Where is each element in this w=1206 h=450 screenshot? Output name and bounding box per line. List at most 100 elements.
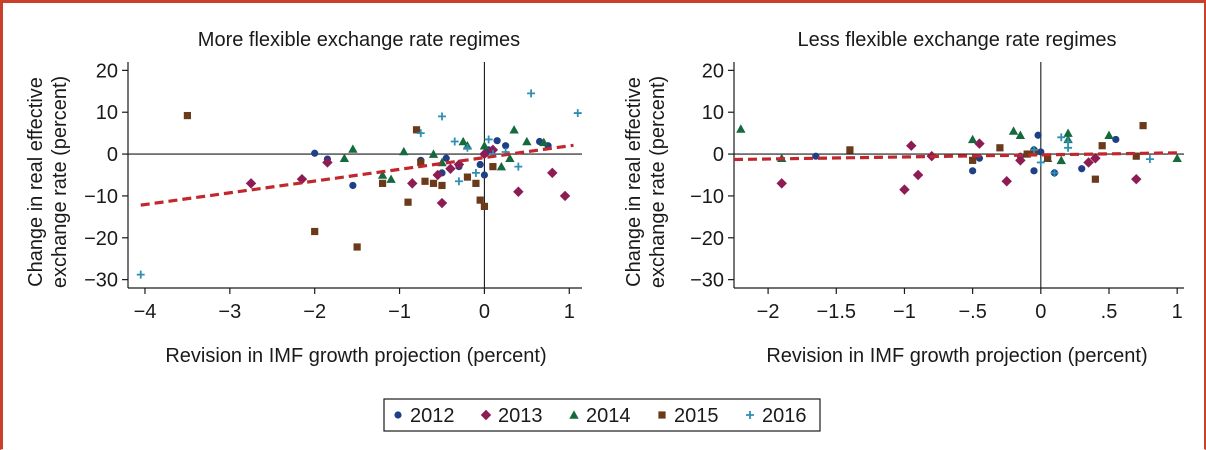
y-tick-label: 10 bbox=[702, 102, 724, 124]
data-point-2013 bbox=[906, 140, 917, 151]
y-tick-label: −30 bbox=[84, 270, 118, 292]
legend-marker-2016 bbox=[746, 411, 754, 419]
data-point-2013 bbox=[453, 159, 465, 170]
data-point-2013 bbox=[436, 197, 448, 209]
legend-marker-2015 bbox=[658, 411, 666, 419]
data-point-2013 bbox=[1001, 176, 1012, 187]
y-axis-label-line1: Change in real effective bbox=[623, 77, 645, 287]
data-point-2016 bbox=[416, 129, 425, 138]
panel-less-flexible: Less flexible exchange rate regimes Chan… bbox=[623, 29, 1184, 367]
chart-title: More flexible exchange rate regimes bbox=[198, 29, 520, 51]
data-point-2012 bbox=[311, 149, 319, 157]
x-tick-label: 0 bbox=[479, 301, 490, 323]
x-tick-label: −2 bbox=[757, 301, 780, 323]
y-tick-label: −10 bbox=[690, 186, 724, 208]
data-point-2015 bbox=[417, 158, 425, 167]
data-point-2013 bbox=[407, 178, 418, 189]
data-point-2015 bbox=[463, 173, 472, 181]
x-tick-label: .5 bbox=[1101, 301, 1118, 323]
data-point-2015 bbox=[476, 196, 484, 204]
data-point-2016 bbox=[454, 177, 463, 186]
data-point-2014 bbox=[522, 136, 532, 146]
legend-label-2013: 2013 bbox=[498, 405, 543, 427]
data-point-2013 bbox=[1015, 155, 1026, 166]
x-tick-label: 1 bbox=[564, 301, 575, 323]
data-point-2016 bbox=[484, 135, 493, 144]
data-point-2012 bbox=[1034, 131, 1042, 139]
data-point-2012 bbox=[349, 181, 357, 190]
data-point-2013 bbox=[1131, 173, 1142, 185]
data-point-2014 bbox=[339, 153, 350, 163]
legend: 2012 2013 2014 2015 2016 bbox=[383, 398, 821, 432]
data-point-2016 bbox=[1030, 145, 1038, 154]
data-point-2016 bbox=[438, 112, 446, 121]
data-point-2012 bbox=[969, 167, 977, 175]
data-point-2013 bbox=[322, 157, 333, 168]
data-point-2015 bbox=[489, 163, 497, 171]
x-tick-label: 0 bbox=[1035, 301, 1046, 323]
data-point-2014 bbox=[1172, 153, 1182, 163]
data-point-2014 bbox=[386, 174, 396, 183]
data-point-2014 bbox=[496, 161, 507, 171]
data-point-2013 bbox=[296, 173, 308, 185]
data-point-2015 bbox=[1098, 142, 1106, 150]
y-tick-label: 0 bbox=[107, 144, 118, 166]
y-tick-label: −10 bbox=[84, 186, 118, 208]
data-point-2016 bbox=[1064, 137, 1073, 146]
data-point-2016 bbox=[136, 270, 145, 279]
data-point-2012 bbox=[442, 154, 450, 162]
x-tick-label: −1 bbox=[893, 301, 916, 323]
data-point-2012 bbox=[476, 160, 484, 169]
data-point-2016 bbox=[573, 109, 582, 118]
data-point-2014 bbox=[428, 149, 439, 158]
data-point-2015 bbox=[480, 202, 489, 210]
legend-label-2015: 2015 bbox=[674, 405, 719, 427]
data-point-2013 bbox=[479, 148, 490, 160]
data-point-2013 bbox=[776, 178, 787, 189]
data-point-2013 bbox=[974, 138, 985, 149]
data-point-2015 bbox=[438, 181, 446, 190]
x-axis-label: Revision in IMF growth projection (perce… bbox=[766, 345, 1147, 367]
data-point-2012 bbox=[480, 171, 489, 179]
data-point-2013 bbox=[245, 178, 257, 189]
legend-label-2012: 2012 bbox=[410, 405, 455, 427]
data-point-2014 bbox=[539, 137, 549, 147]
data-point-2016 bbox=[471, 168, 480, 177]
data-point-2012 bbox=[1078, 165, 1086, 173]
fit-line bbox=[733, 151, 1178, 162]
data-point-2013 bbox=[445, 163, 456, 174]
data-point-2013 bbox=[899, 184, 910, 195]
data-point-2014 bbox=[479, 141, 490, 150]
legend-marker-2013 bbox=[480, 409, 492, 421]
data-point-2015 bbox=[378, 179, 387, 187]
data-point-2015 bbox=[429, 179, 438, 187]
y-tick-label: 20 bbox=[702, 60, 724, 82]
y-tick-label: −20 bbox=[84, 228, 118, 250]
data-point-2014 bbox=[1056, 155, 1066, 165]
data-point-2015 bbox=[472, 179, 480, 187]
y-axis-label-line2: exchange rate (percent) bbox=[49, 76, 71, 288]
x-axis-label: Revision in IMF growth projection (perce… bbox=[165, 345, 546, 367]
data-point-2015 bbox=[1091, 175, 1099, 183]
x-tick-label: −.5 bbox=[958, 301, 986, 323]
data-point-2014 bbox=[736, 124, 746, 133]
data-point-2014 bbox=[399, 146, 409, 156]
y-tick-label: 20 bbox=[96, 60, 118, 82]
data-point-2015 bbox=[404, 198, 412, 206]
data-point-2015 bbox=[183, 111, 192, 120]
data-point-2016 bbox=[1057, 133, 1066, 142]
legend-marker-2014 bbox=[569, 410, 579, 419]
data-point-2016 bbox=[514, 162, 523, 171]
data-point-2014 bbox=[505, 153, 515, 163]
data-point-2015 bbox=[1023, 150, 1031, 158]
data-point-2014 bbox=[1015, 130, 1026, 139]
data-point-2014 bbox=[348, 144, 358, 153]
data-point-2015 bbox=[311, 227, 319, 236]
data-point-2014 bbox=[967, 134, 978, 144]
y-axis-label-line2: exchange rate (percent) bbox=[647, 76, 669, 288]
chart-title: Less flexible exchange rate regimes bbox=[797, 29, 1116, 51]
legend-marker-2012 bbox=[394, 411, 402, 419]
data-point-2012 bbox=[502, 142, 510, 150]
data-point-2012 bbox=[1112, 135, 1120, 144]
y-tick-label: 10 bbox=[96, 102, 118, 124]
